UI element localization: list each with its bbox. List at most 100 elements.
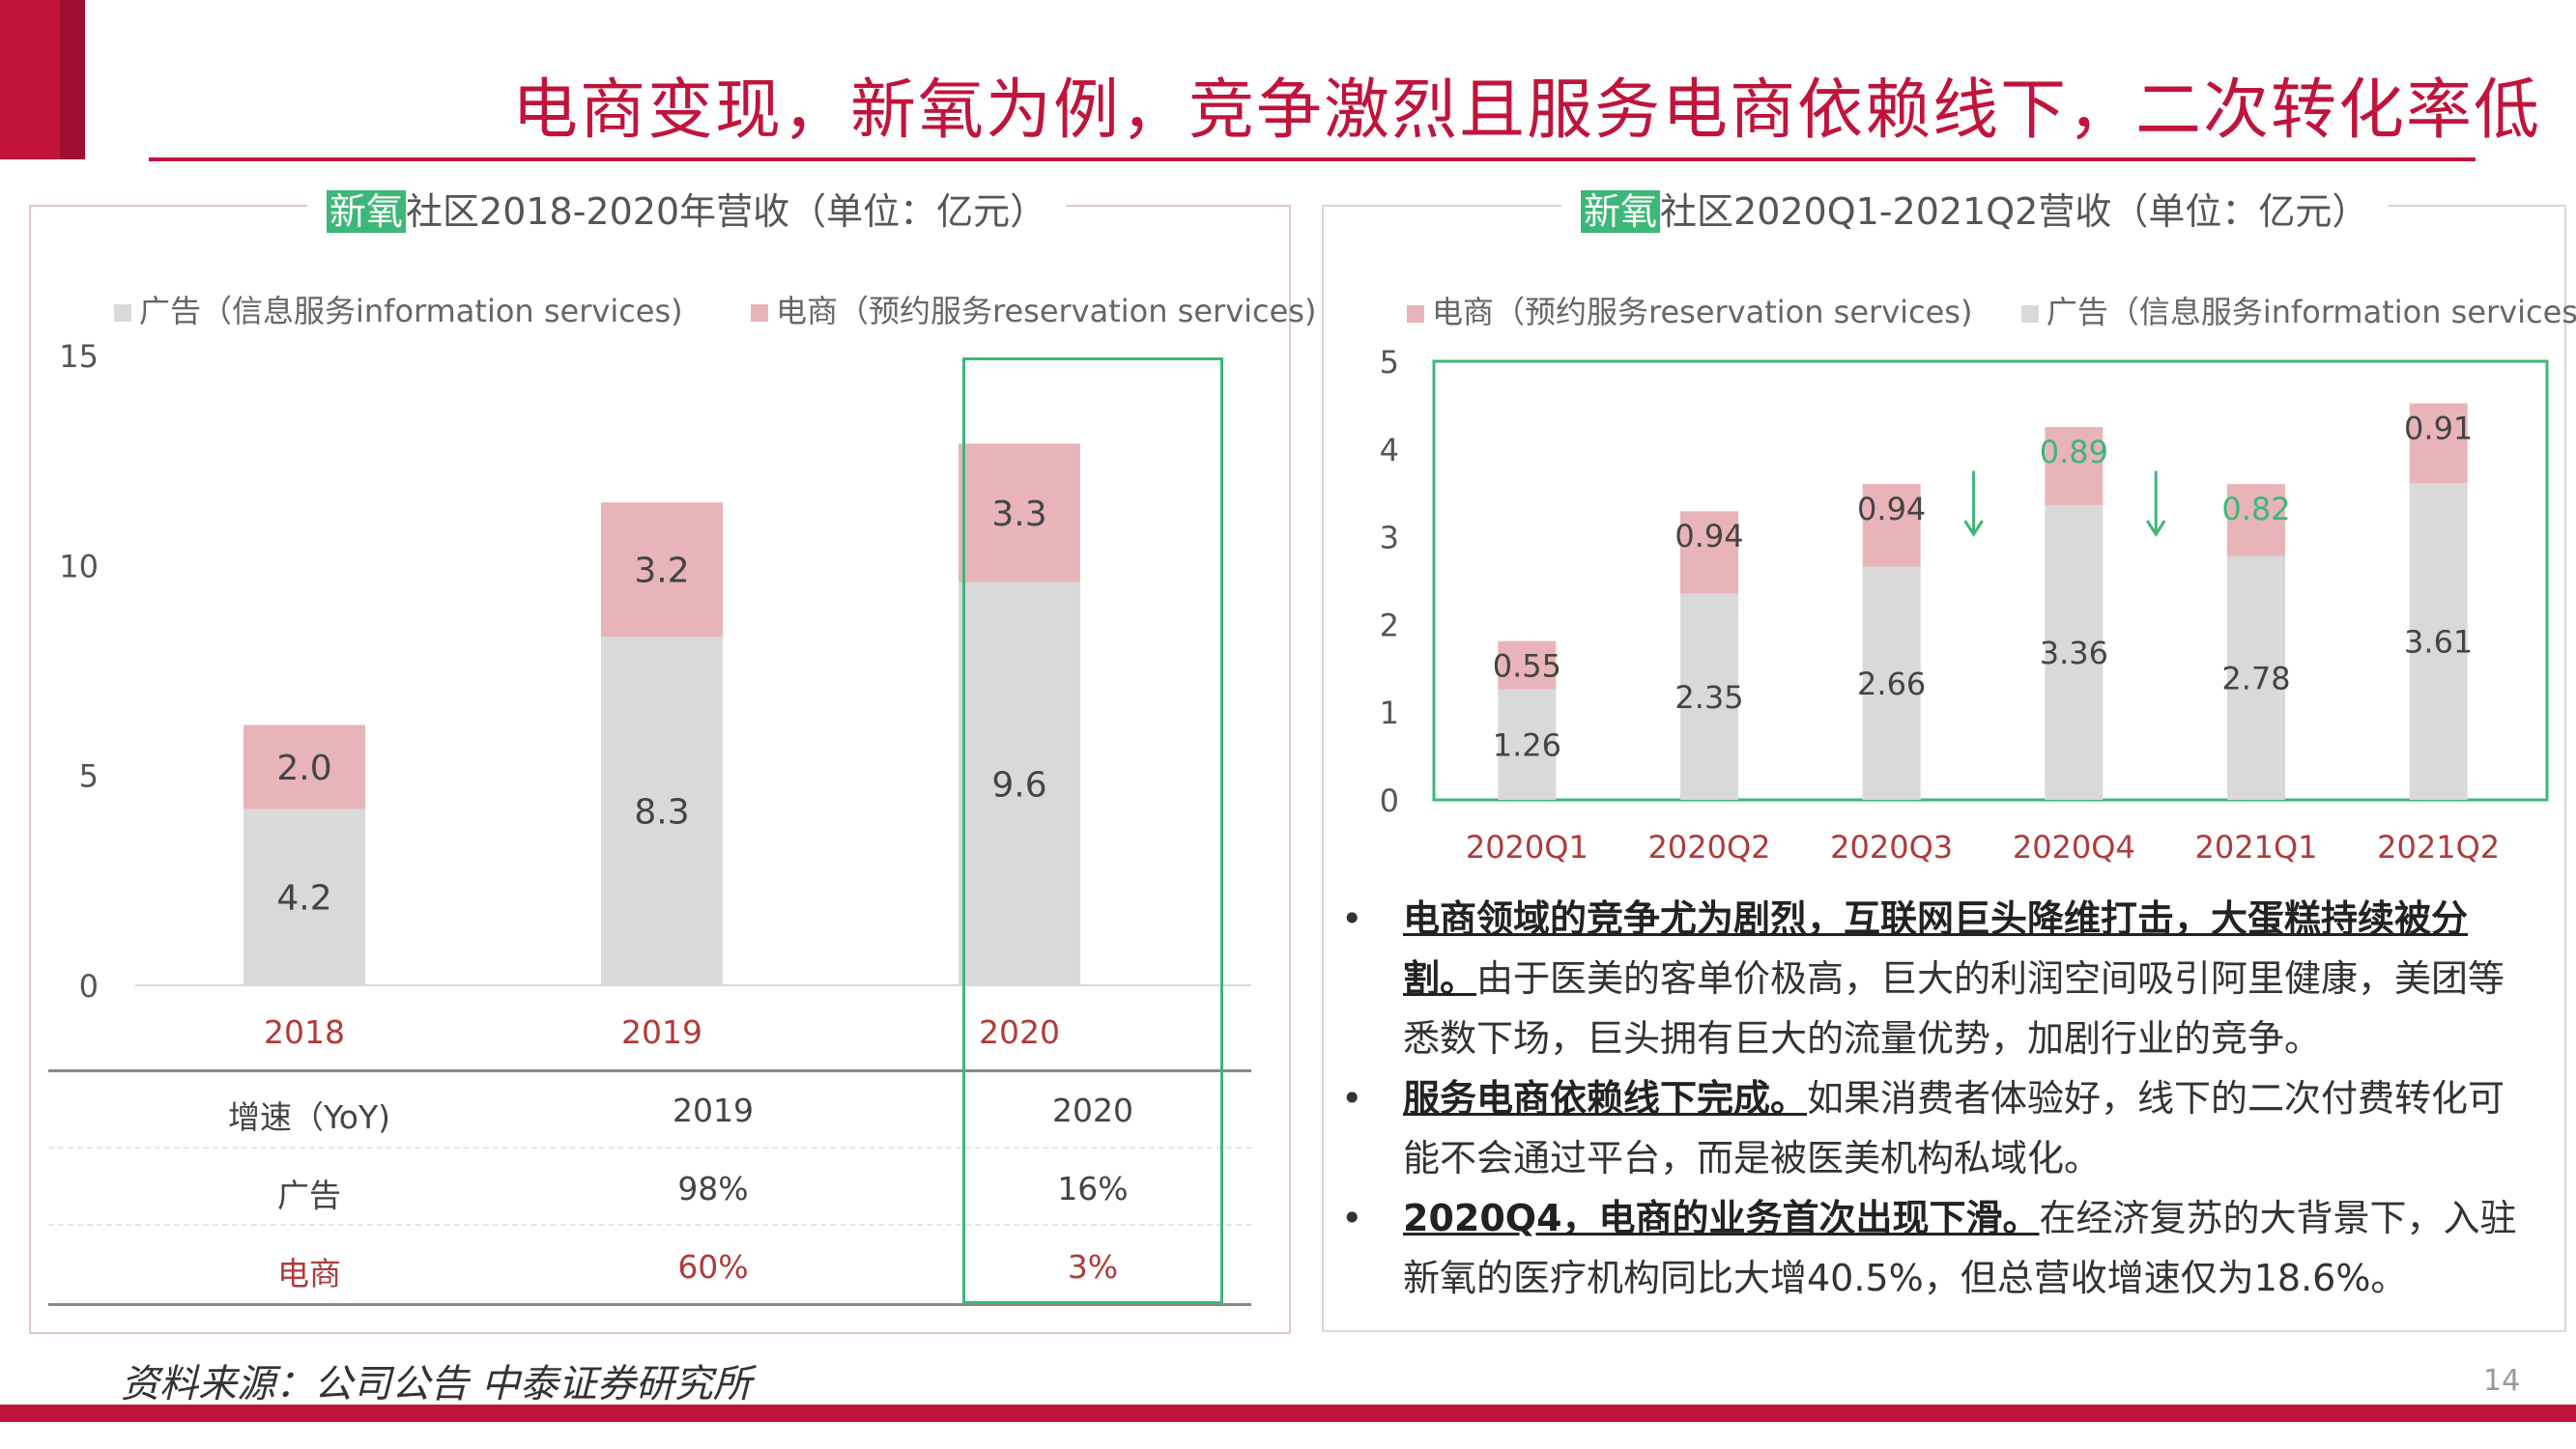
right-chart-title: 新氧社区2020Q1-2021Q2营收（单位：亿元） [1561,182,2389,235]
legend-ec-swatch [751,304,768,322]
left-title-highlight: 新氧 [327,190,407,233]
bullet-item: • 服务电商依赖线下完成。如果消费者体验好，线下的二次付费转化可能不会通过平台，而… [1341,1068,2533,1188]
x-category-label: 2020Q3 [1830,829,1953,866]
y-tick-label: 0 [79,968,99,1005]
data-label-ec-2021Q2: 0.91 [2404,410,2473,446]
table-bottom-rule [48,1303,1251,1306]
data-label-ec-2019: 3.2 [634,552,689,591]
table-row-divider [48,1224,1251,1226]
corner-accent-dark [60,0,85,159]
source-note: 资料来源：公司公告 中泰证券研究所 [121,1362,752,1406]
page-number: 14 [2483,1364,2521,1398]
legend-ad-label: 广告（信息服务information services) [2046,294,2576,330]
data-label-ad-2019: 8.3 [634,793,689,833]
data-label-ec-2020Q3: 0.94 [1857,491,1926,527]
x-category-label: 2021Q1 [2195,829,2318,866]
bar-ad-2020 [959,582,1080,985]
y-tick-label: 4 [1380,432,1399,469]
table-top-rule [48,1069,1251,1072]
bar-ad-2019 [601,637,723,985]
bullet-text: 由于医美的客单价极高，巨大的利润空间吸引阿里健康，美团等悉数下场，巨头拥有巨大的… [1403,957,2505,1060]
legend-ad-swatch [114,304,131,322]
bar-ec-2021Q1 [2227,484,2285,556]
yoy-row-ec-2020: 3% [1067,1248,1119,1286]
corner-accent [0,0,60,159]
right-title-highlight: 新氧 [1581,190,1661,233]
bar-ec-2021Q2 [2409,403,2468,484]
data-label-ad-2018: 4.2 [276,879,331,919]
right-title-text: 社区2020Q1-2021Q2营收（单位：亿元） [1660,190,2369,233]
yoy-header-label: 增速（YoY) [228,1098,390,1136]
x-category-label: 2020Q2 [1648,829,1771,866]
y-tick-label: 1 [1380,695,1399,731]
left-title-text: 社区2018-2020年营收（单位：亿元） [406,190,1047,233]
down-arrow-head-icon [2145,520,2166,537]
x-category-label: 2020 [979,1013,1060,1051]
data-label-ad-2020Q4: 3.36 [2040,635,2108,671]
x-category-label: 2021Q2 [2377,829,2500,866]
x-category-label: 2018 [264,1013,345,1051]
highlight-2020-frame [962,357,1223,1304]
bullet-text: 如果消费者体验好，线下的二次付费转化可能不会通过平台，而是被医美机构私域化。 [1403,1077,2505,1179]
page-title: 电商变现，新氧为例，竞争激烈且服务电商依赖线下，二次转化率低 [512,72,2542,149]
y-tick-label: 0 [1380,782,1399,819]
bullet-dot: • [1341,897,1363,940]
bullet-item: • 电商领域的竞争尤为剧烈，互联网巨头降维打击，大蛋糕持续被分割。由于医美的客单价… [1341,889,2533,1068]
x-category-label: 2020Q4 [2013,829,2135,866]
data-label-ad-2020Q2: 2.35 [1674,679,1743,716]
y-tick-label: 10 [59,548,99,584]
bar-ec-2020Q1 [1498,640,1557,690]
data-label-ec-2021Q1: 0.82 [2221,491,2290,527]
bar-ec-2020Q4 [2045,427,2104,505]
data-label-ad-2021Q2: 3.61 [2404,624,2473,661]
title-divider [149,157,2476,161]
x-category-label: 2019 [621,1013,702,1051]
plot-area-frame [1432,359,2549,802]
yoy-header-2019: 2019 [673,1092,754,1129]
bar-ec-2018 [243,724,365,810]
yoy-row-ec-2019: 60% [677,1248,749,1286]
data-label-ec-2020Q1: 0.55 [1493,647,1561,684]
left-chart-title: 新氧社区2018-2020年营收（单位：亿元） [307,182,1067,235]
y-tick-label: 2 [1380,607,1399,643]
data-label-ec-2020Q4: 0.89 [2040,434,2108,470]
yoy-row-ad-2019: 98% [677,1170,749,1208]
bar-ad-2020Q1 [1498,689,1557,800]
bullet-list: • 电商领域的竞争尤为剧烈，互联网巨头降维打击，大蛋糕持续被分割。由于医美的客单价… [1341,889,2533,1308]
bottom-bar [0,1405,2576,1422]
bar-ad-2020Q2 [1680,593,1738,800]
bar-ad-2021Q1 [2227,555,2285,800]
yoy-header-2020: 2020 [1052,1092,1133,1129]
bar-ec-2019 [601,502,723,638]
bullet-text: 在经济复苏的大背景下，入驻新氧的医疗机构同比大增40.5%，但总营收增速仅为18… [1403,1197,2517,1299]
data-label-ad-2020Q3: 2.66 [1857,666,1926,702]
data-label-ec-2018: 2.0 [276,749,331,788]
legend-ad-label: 广告（信息服务information services) [139,293,683,329]
down-arrow-head-icon [1963,520,1984,537]
right-legend: 电商（预约服务reservation services) 广告（信息服务info… [1407,288,2576,332]
bullet-emphasis: 服务电商依赖线下完成。 [1403,1077,1808,1120]
x-category-label: 2020Q1 [1466,829,1589,866]
y-tick-label: 3 [1380,520,1399,556]
bar-ad-2020Q4 [2045,504,2104,800]
bar-ad-2020Q3 [1862,566,1921,800]
y-tick-label: 5 [79,758,99,795]
bullet-item: • 2020Q4，电商的业务首次出现下滑。在经济复苏的大背景下，入驻新氧的医疗机构… [1341,1188,2533,1308]
yoy-row-ad-label: 广告 [277,1177,341,1214]
legend-ec-label: 电商（预约服务reservation services) [776,293,1317,329]
bar-ec-2020Q2 [1680,511,1738,594]
data-label-ad-2021Q1: 2.78 [2221,660,2290,696]
bullet-emphasis: 2020Q4，电商的业务首次出现下滑。 [1403,1197,2040,1239]
left-legend: 广告（信息服务information services) 电商（预约服务rese… [114,287,1316,331]
legend-ad-swatch [2020,305,2039,323]
data-label-ad-2020Q1: 1.26 [1493,726,1561,763]
left-stacked-bar-chart: 0 5 10 15 4.2 2.0 2018 8.3 3.2 2019 9.6 3.3 2020 [59,338,1251,1051]
y-tick-label: 5 [1380,344,1399,381]
bar-ec-2020Q3 [1862,484,1921,567]
legend-ec-label: 电商（预约服务reservation services) [1432,294,1973,330]
bullet-emphasis: 电商领域的竞争尤为剧烈，互联网巨头降维打击，大蛋糕持续被分割。 [1403,897,2469,1000]
data-label-ad-2020: 9.6 [991,765,1046,805]
bullet-dot: • [1341,1077,1363,1120]
bullet-dot: • [1341,1197,1363,1239]
yoy-row-ad-2020: 16% [1057,1170,1129,1208]
